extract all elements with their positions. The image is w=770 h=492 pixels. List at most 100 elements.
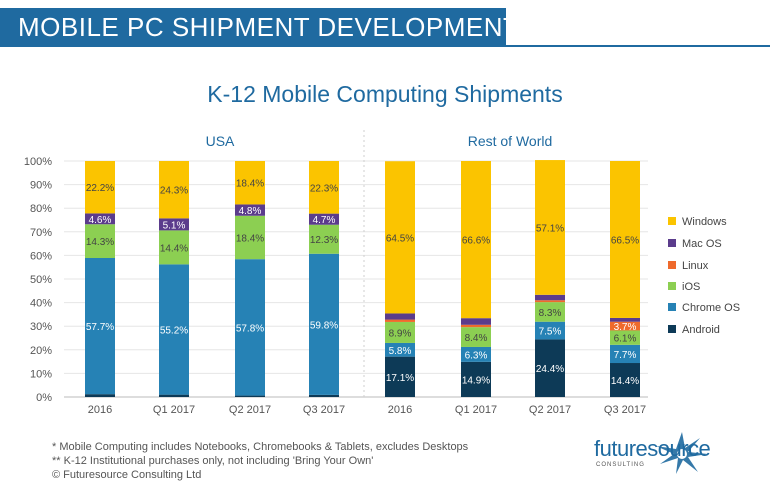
footnote-1: * Mobile Computing includes Notebooks, C… xyxy=(52,441,469,453)
bar-segment xyxy=(235,215,265,260)
bar-segment xyxy=(309,253,339,395)
bar-segment xyxy=(461,346,491,362)
data-label: 22.3% xyxy=(310,183,338,194)
y-tick-label: 100% xyxy=(24,156,52,168)
bar-segment xyxy=(235,395,265,397)
data-label: 18.4% xyxy=(236,179,264,190)
y-tick-label: 70% xyxy=(30,227,52,239)
banner-bar xyxy=(0,8,506,46)
logo-wordmark: futuresource xyxy=(594,436,711,461)
data-label: 24.3% xyxy=(160,186,188,197)
legend-label: Chrome OS xyxy=(682,302,740,314)
bar-segment xyxy=(610,330,640,345)
y-tick-label: 30% xyxy=(30,321,52,333)
data-label: 8.4% xyxy=(465,333,488,344)
data-label: 5.1% xyxy=(163,220,186,231)
bar-segment xyxy=(610,344,640,364)
y-tick-label: 90% xyxy=(30,180,52,192)
futuresource-logo: futuresource CONSULTING xyxy=(594,432,744,476)
bar-segment xyxy=(385,161,415,314)
footnotes: * Mobile Computing includes Notebooks, C… xyxy=(52,440,468,482)
bar-segment xyxy=(461,361,491,397)
bar-segment xyxy=(610,161,640,318)
x-tick-label: Q2 2017 xyxy=(229,404,271,416)
x-tick-label: Q1 2017 xyxy=(455,404,497,416)
bar-segment xyxy=(309,213,339,225)
data-label: 66.6% xyxy=(462,236,490,247)
bar-segment xyxy=(461,161,491,319)
data-label: 6.3% xyxy=(465,350,488,361)
data-label: 5.8% xyxy=(389,346,412,357)
footnote-2: ** K-12 Institutional purchases only, no… xyxy=(52,455,374,467)
y-tick-label: 20% xyxy=(30,345,52,357)
bar-segment xyxy=(85,394,115,397)
x-tick-label: Q3 2017 xyxy=(303,404,345,416)
bar-segment xyxy=(461,318,491,325)
x-tick-label: Q2 2017 xyxy=(529,404,571,416)
data-label: 4.7% xyxy=(313,215,336,226)
bar-segment xyxy=(235,204,265,216)
data-label: 57.1% xyxy=(536,223,564,234)
data-label: 18.4% xyxy=(236,233,264,244)
data-label: 8.9% xyxy=(389,328,412,339)
y-tick-label: 40% xyxy=(30,298,52,310)
footnote-3: © Futuresource Consulting Ltd xyxy=(52,469,202,481)
bar-segment xyxy=(85,213,115,225)
legend-label: Linux xyxy=(682,260,709,272)
x-tick-label: 2016 xyxy=(388,404,412,416)
data-label: 4.6% xyxy=(89,215,112,226)
bar-segment xyxy=(610,321,640,331)
data-label: 24.4% xyxy=(536,364,564,375)
bar-segment xyxy=(235,259,265,396)
legend-swatch xyxy=(668,217,676,225)
y-tick-label: 50% xyxy=(30,274,52,286)
legend-label: Mac OS xyxy=(682,238,722,250)
bar-segment xyxy=(385,356,415,397)
data-label: 7.7% xyxy=(614,350,637,361)
bar-segment xyxy=(159,161,189,219)
bar-segment xyxy=(535,321,565,340)
data-label: 14.4% xyxy=(160,243,188,254)
data-label: 14.4% xyxy=(611,376,639,387)
bar-segment xyxy=(385,319,415,322)
panel-title: USA xyxy=(206,133,235,149)
bar-segment xyxy=(535,160,565,295)
bar-segment xyxy=(159,218,189,231)
y-tick-label: 0% xyxy=(36,392,52,404)
bar-segment xyxy=(535,302,565,322)
bar-segment xyxy=(461,327,491,347)
bar-segment xyxy=(309,394,339,397)
chart-title: K-12 Mobile Computing Shipments xyxy=(207,81,562,107)
data-label: 22.2% xyxy=(86,183,114,194)
data-label: 4.8% xyxy=(239,206,262,217)
bar-segment xyxy=(159,394,189,397)
bar-segment xyxy=(610,317,640,322)
legend-swatch xyxy=(668,261,676,269)
legend-swatch xyxy=(668,325,676,333)
legend-swatch xyxy=(668,239,676,247)
bar-segment xyxy=(85,161,115,214)
data-label: 55.2% xyxy=(160,326,188,337)
bar-segment xyxy=(535,300,565,303)
data-label: 14.9% xyxy=(462,375,490,386)
data-label: 64.5% xyxy=(386,233,414,244)
y-tick-label: 60% xyxy=(30,250,52,262)
x-tick-label: 2016 xyxy=(88,404,112,416)
stacked-bar-chart: K-12 Mobile Computing Shipments 0% 10% 20% 3… xyxy=(24,81,740,416)
header-banner: MOBILE PC SHIPMENT DEVELOPMENTS xyxy=(0,0,770,47)
legend-swatch xyxy=(668,282,676,290)
data-label: 57.7% xyxy=(86,322,114,333)
bar-segment xyxy=(385,342,415,357)
bar-segment xyxy=(385,321,415,343)
data-label: 3.7% xyxy=(614,322,637,333)
x-tick-label: Q3 2017 xyxy=(604,404,646,416)
data-label: 6.1% xyxy=(614,334,637,345)
bar-segment xyxy=(85,224,115,258)
legend-label: Android xyxy=(682,324,720,336)
bar-segment xyxy=(461,324,491,328)
bar-segment xyxy=(309,161,339,214)
bar-segment xyxy=(535,339,565,397)
data-label: 59.8% xyxy=(310,320,338,331)
bar-segment xyxy=(159,264,189,395)
bar-segment xyxy=(159,230,189,265)
